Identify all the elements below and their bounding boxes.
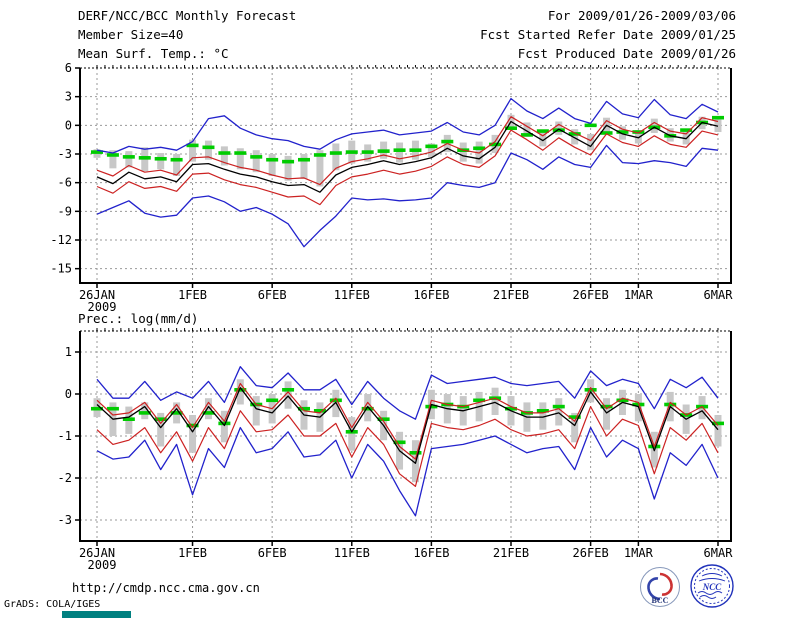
bcc-logo-ring [640, 567, 680, 607]
ensemble-max-line [96, 97, 719, 154]
y-axis-labels: 1 0 -1 -2 -3 [58, 345, 80, 527]
ncc-logo-ring [690, 564, 734, 608]
forecast-range-label: For 2009/01/26-2009/03/06 [547, 8, 736, 23]
bcc-logo: BCC [640, 567, 680, 607]
svg-text:6MAR: 6MAR [704, 288, 734, 302]
svg-text:6FEB: 6FEB [258, 546, 287, 560]
ncc-logo-waves [697, 591, 723, 599]
svg-text:-3: -3 [58, 513, 72, 527]
svg-text:-3: -3 [58, 147, 72, 161]
ncc-logo-label: NCC [702, 582, 723, 592]
bcc-logo-label: BCC [652, 596, 669, 605]
member-size-label: Member Size=40 [78, 27, 184, 42]
ensemble-min-line [96, 144, 719, 248]
svg-text:6: 6 [65, 61, 72, 75]
spread-upper-line [96, 382, 719, 460]
page-title: DERF/NCC/BCC Monthly Forecast [78, 8, 297, 23]
svg-text:26JAN: 26JAN [79, 288, 115, 302]
svg-text:1MAR: 1MAR [624, 546, 654, 560]
svg-text:2009: 2009 [88, 558, 117, 572]
svg-text:26JAN: 26JAN [79, 546, 115, 560]
ensemble-max-line [96, 366, 719, 420]
ensemble-mean-line [96, 387, 719, 464]
svg-text:21FEB: 21FEB [493, 288, 529, 302]
precipitation-chart-title: Prec.: log(mm/d) [78, 311, 199, 326]
gridlines [80, 68, 731, 283]
ensemble-mean-line [96, 120, 719, 193]
svg-text:2009: 2009 [88, 300, 117, 314]
svg-text:11FEB: 11FEB [334, 288, 370, 302]
ncc-logo-wreath [694, 568, 730, 604]
bcc-logo-blue-swirl [647, 577, 661, 601]
svg-text:6MAR: 6MAR [704, 546, 734, 560]
teal-watermark-bar [62, 611, 131, 618]
bcc-logo-red-swirl [659, 572, 673, 596]
y-axis-labels: 6 3 0 -3 -6 -9 -12 -15 [50, 61, 80, 276]
svg-text:0: 0 [65, 387, 72, 401]
svg-text:-2: -2 [58, 471, 72, 485]
svg-text:1MAR: 1MAR [624, 288, 654, 302]
svg-text:-9: -9 [58, 204, 72, 218]
svg-text:16FEB: 16FEB [413, 288, 449, 302]
minor-ticks [96, 328, 719, 331]
source-url: http://cmdp.ncc.cma.gov.cn [72, 581, 260, 595]
ensemble-min-line [96, 426, 719, 517]
temperature-chart-title: Mean Surf. Temp.: °C [78, 46, 229, 61]
grads-credit: GrADS: COLA/IGES [4, 599, 101, 610]
ncc-logo: NCC [690, 564, 734, 608]
gridlines [80, 331, 731, 541]
svg-text:26FEB: 26FEB [573, 546, 609, 560]
svg-text:-12: -12 [50, 233, 72, 247]
svg-text:26FEB: 26FEB [573, 288, 609, 302]
svg-text:1: 1 [65, 345, 72, 359]
ncc-logo-globe-lines [698, 573, 726, 582]
refer-date-label: Fcst Started Refer Date 2009/01/25 [480, 27, 736, 42]
obs-dashes [91, 115, 724, 164]
svg-text:3: 3 [65, 90, 72, 104]
svg-text:6FEB: 6FEB [258, 288, 287, 302]
svg-text:1FEB: 1FEB [178, 288, 207, 302]
svg-text:11FEB: 11FEB [334, 546, 370, 560]
svg-text:1FEB: 1FEB [178, 546, 207, 560]
svg-text:16FEB: 16FEB [413, 546, 449, 560]
member-spread-bars [93, 114, 722, 187]
member-spread-bars [93, 379, 722, 483]
spread-lower-line [96, 129, 719, 206]
svg-text:-1: -1 [58, 429, 72, 443]
svg-text:-6: -6 [58, 176, 72, 190]
plot-frame [79, 68, 732, 284]
svg-text:21FEB: 21FEB [493, 546, 529, 560]
spread-lower-line [96, 406, 719, 487]
produced-date-label: Fcst Produced Date 2009/01/26 [517, 46, 736, 61]
svg-text:0: 0 [65, 118, 72, 132]
svg-text:-15: -15 [50, 262, 72, 276]
spread-upper-line [96, 116, 719, 186]
minor-ticks [96, 65, 719, 68]
